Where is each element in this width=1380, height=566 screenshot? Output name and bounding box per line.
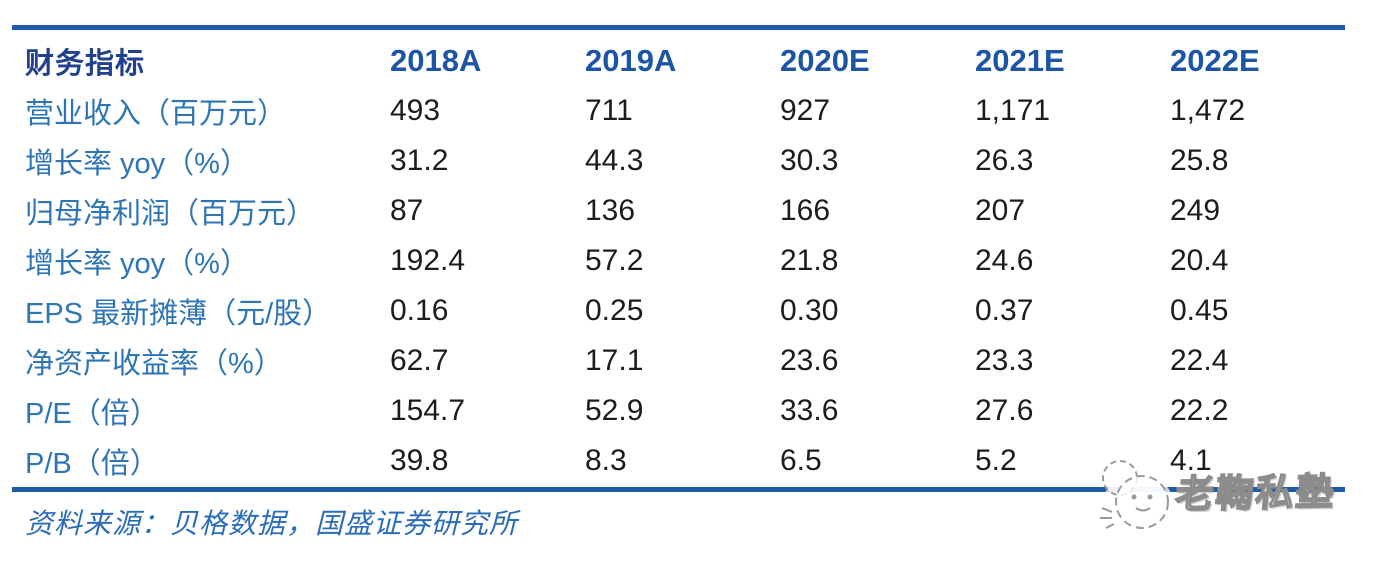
cell-value: 39.8 bbox=[390, 444, 449, 477]
cell-value: 0.45 bbox=[1170, 294, 1229, 327]
cell-value: 22.2 bbox=[1170, 394, 1229, 427]
row-label: P/B（倍） bbox=[25, 448, 159, 480]
table-row: 归母净利润（百万元） 87 136 166 207 249 bbox=[25, 186, 1365, 236]
cell-value: 25.8 bbox=[1170, 144, 1229, 177]
cell-value: 26.3 bbox=[975, 144, 1034, 177]
row-label: 增长率 yoy（%） bbox=[25, 248, 249, 280]
table-body: 营业收入（百万元） 493 711 927 1,171 1,472 增长率 yoy（%） 31… bbox=[25, 86, 1365, 486]
cell-value: 192.4 bbox=[390, 244, 466, 277]
cell-value: 20.4 bbox=[1170, 244, 1229, 277]
row-label: 归母净利润（百万元） bbox=[25, 198, 316, 230]
cell-value: 21.8 bbox=[780, 244, 839, 277]
cell-value: 711 bbox=[585, 94, 633, 127]
cell-value: 23.3 bbox=[975, 344, 1034, 377]
table-row: 净资产收益率（%） 62.7 17.1 23.6 23.3 22.4 bbox=[25, 336, 1365, 386]
cell-value: 207 bbox=[975, 194, 1026, 227]
cell-value: 136 bbox=[585, 194, 636, 227]
column-header-year: 2022E bbox=[1170, 43, 1260, 78]
cell-value: 44.3 bbox=[585, 144, 644, 177]
cell-value: 1,472 bbox=[1170, 94, 1246, 127]
source-note: 资料来源：贝格数据，国盛证券研究所 bbox=[25, 508, 519, 539]
table-row: 增长率 yoy（%） 31.2 44.3 30.3 26.3 25.8 bbox=[25, 136, 1365, 186]
cell-value: 30.3 bbox=[780, 144, 839, 177]
table-row: P/E（倍） 154.7 52.9 33.6 27.6 22.2 bbox=[25, 386, 1365, 436]
row-label: P/E（倍） bbox=[25, 398, 159, 430]
column-header-year: 2021E bbox=[975, 43, 1065, 78]
table-row: P/B（倍） 39.8 8.3 6.5 5.2 4.1 bbox=[25, 436, 1365, 486]
cell-value: 52.9 bbox=[585, 394, 644, 427]
cell-value: 0.25 bbox=[585, 294, 644, 327]
table-row: EPS 最新摊薄（元/股） 0.16 0.25 0.30 0.37 0.45 bbox=[25, 286, 1365, 336]
cell-value: 8.3 bbox=[585, 444, 627, 477]
row-label: EPS 最新摊薄（元/股） bbox=[25, 298, 332, 330]
cell-value: 493 bbox=[390, 94, 441, 127]
cell-value: 1,171 bbox=[975, 94, 1051, 127]
row-label: 增长率 yoy（%） bbox=[25, 148, 249, 180]
column-header-year: 2019A bbox=[585, 43, 677, 78]
column-header-year: 2018A bbox=[390, 43, 482, 78]
cell-value: 22.4 bbox=[1170, 344, 1229, 377]
cell-value: 166 bbox=[780, 194, 831, 227]
cell-value: 0.16 bbox=[390, 294, 449, 327]
column-header-metric: 财务指标 bbox=[25, 48, 146, 80]
cell-value: 927 bbox=[780, 94, 831, 127]
cell-value: 31.2 bbox=[390, 144, 449, 177]
cell-value: 6.5 bbox=[780, 444, 822, 477]
cell-value: 57.2 bbox=[585, 244, 644, 277]
cell-value: 17.1 bbox=[585, 344, 644, 377]
financial-metrics-table: 财务指标 2018A 2019A 2020E 2021E 2022E 营业收入（… bbox=[25, 36, 1365, 486]
table-row: 增长率 yoy（%） 192.4 57.2 21.8 24.6 20.4 bbox=[25, 236, 1365, 286]
table-header-row: 财务指标 2018A 2019A 2020E 2021E 2022E bbox=[25, 36, 1365, 86]
cell-value: 24.6 bbox=[975, 244, 1034, 277]
row-label: 营业收入（百万元） bbox=[25, 98, 287, 130]
table-row: 营业收入（百万元） 493 711 927 1,171 1,472 bbox=[25, 86, 1365, 136]
cell-value: 249 bbox=[1170, 194, 1221, 227]
column-header-year: 2020E bbox=[780, 43, 870, 78]
cell-value: 23.6 bbox=[780, 344, 839, 377]
cell-value: 0.37 bbox=[975, 294, 1034, 327]
cell-value: 5.2 bbox=[975, 444, 1017, 477]
cell-value: 33.6 bbox=[780, 394, 839, 427]
cell-value: 27.6 bbox=[975, 394, 1034, 427]
row-label: 净资产收益率（%） bbox=[25, 348, 283, 380]
cell-value: 62.7 bbox=[390, 344, 449, 377]
cell-value: 154.7 bbox=[390, 394, 466, 427]
cell-value: 4.1 bbox=[1170, 444, 1212, 477]
top-rule bbox=[12, 25, 1345, 30]
cell-value: 87 bbox=[390, 194, 424, 227]
bottom-rule bbox=[12, 487, 1345, 492]
cell-value: 0.30 bbox=[780, 294, 839, 327]
